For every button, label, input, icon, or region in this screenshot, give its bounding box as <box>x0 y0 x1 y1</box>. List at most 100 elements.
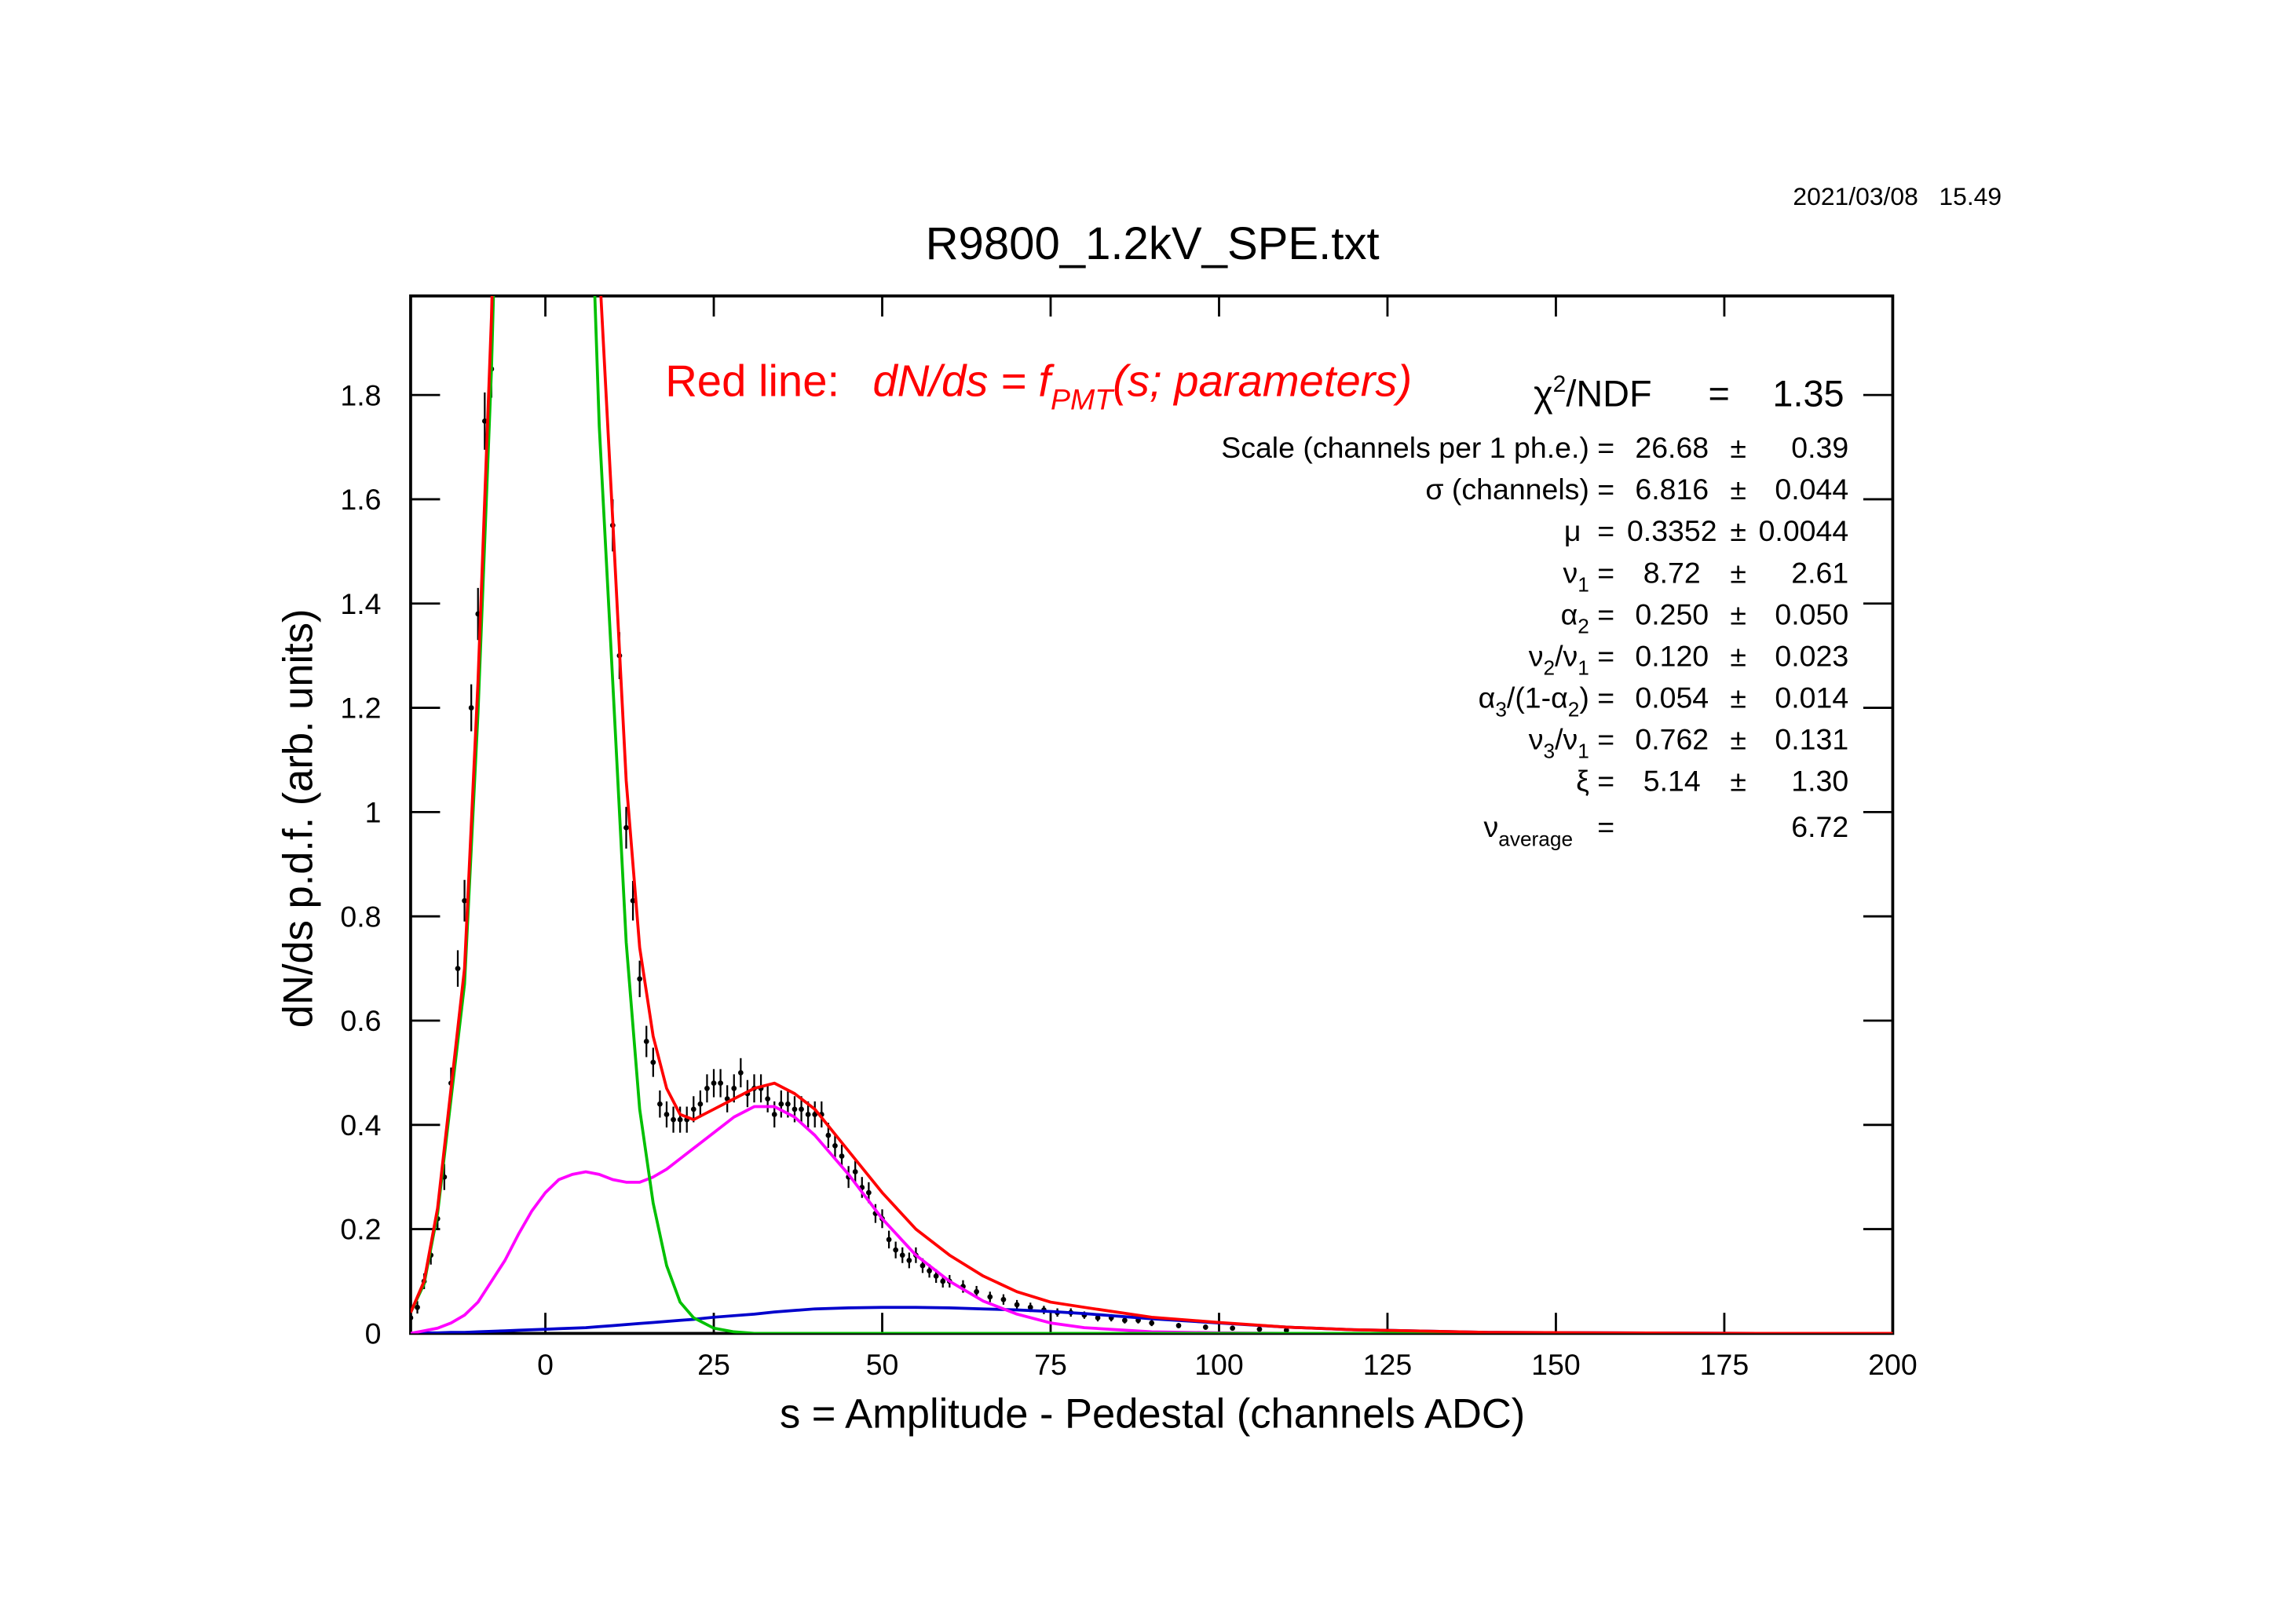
data-point <box>630 897 636 904</box>
fit-parameter-label-part: 2 <box>1578 615 1589 638</box>
data-point <box>852 1169 858 1174</box>
data-point <box>415 1304 420 1310</box>
data-point <box>1175 1323 1182 1328</box>
y-tick-label: 1 <box>365 795 382 828</box>
data-point <box>987 1294 993 1300</box>
fit-label-formula-part: PMT <box>1051 382 1115 415</box>
fit-label-formula-part: dN/ds = f <box>872 356 1055 405</box>
fit-parameter-label-part: = <box>1589 722 1614 755</box>
fit-parameter-label: νaverage = <box>1483 810 1614 850</box>
fit-parameter-label-part: average <box>1498 827 1573 850</box>
data-point <box>410 1315 414 1321</box>
data-point <box>785 1101 791 1107</box>
timestamp: 2021/03/08 15.49 <box>1793 182 2002 210</box>
x-tick-label: 75 <box>1034 1348 1067 1381</box>
data-point <box>664 1112 670 1117</box>
data-point <box>1027 1304 1033 1310</box>
fit-parameter-error: 0.050 <box>1775 597 1848 630</box>
fit-curve <box>410 295 1893 1334</box>
data-point <box>825 1132 832 1138</box>
fit-parameter-label-part: 2 <box>1544 656 1556 680</box>
fit-parameter-label: μ = <box>1564 514 1614 547</box>
data-point <box>974 1288 979 1295</box>
fit-parameter-label-part: σ (channels) = <box>1425 473 1614 506</box>
fit-parameter-label-part: ν <box>1529 639 1544 672</box>
data-point <box>462 897 467 904</box>
fit-parameter-label-part: 1 <box>1578 573 1589 597</box>
plus-minus: ± <box>1730 681 1746 714</box>
fit-parameter-error: 0.023 <box>1775 639 1848 672</box>
data-point <box>792 1106 798 1112</box>
chi2-equals: = <box>1709 374 1730 415</box>
fit-parameter-label: ν3/ν1 = <box>1529 722 1614 762</box>
chi2-label: χ2/NDF <box>1534 371 1652 415</box>
fit-parameter-label-part: /(1-α <box>1507 681 1568 714</box>
data-point <box>778 1101 784 1107</box>
y-tick-label: 0.8 <box>340 900 381 933</box>
data-point <box>455 966 461 971</box>
x-tick-label: 100 <box>1194 1348 1244 1381</box>
plus-minus: ± <box>1730 765 1746 798</box>
fit-parameter-error: 0.014 <box>1775 681 1848 714</box>
data-point <box>1095 1315 1101 1321</box>
fit-parameter-error: 2.61 <box>1791 556 1848 589</box>
data-point <box>865 1189 872 1196</box>
chi2-value: 1.35 <box>1772 374 1844 415</box>
fit-parameter-value: 5.14 <box>1643 765 1701 798</box>
fit-curve <box>410 295 1893 1334</box>
data-point <box>637 976 643 982</box>
fit-label-formula: dN/ds = fPMT(s; parameters) <box>872 356 1412 415</box>
chi2-label-part: 2 <box>1553 371 1567 397</box>
data-point <box>1283 1328 1289 1333</box>
x-tick-label: 0 <box>537 1348 554 1381</box>
y-tick-label: 1.8 <box>340 378 381 411</box>
fit-parameter-label-part: 1 <box>1578 740 1589 763</box>
fit-parameter-label-part: 3 <box>1495 698 1507 721</box>
fit-parameter-value: 0.762 <box>1635 722 1709 755</box>
data-point <box>1014 1302 1020 1308</box>
fit-parameter-value: 26.68 <box>1635 431 1709 464</box>
fit-parameter-label: σ (channels) = <box>1425 473 1614 506</box>
fit-parameter-label: Scale (channels per 1 ph.e.) = <box>1221 431 1614 464</box>
plus-minus: ± <box>1730 722 1746 755</box>
fit-parameter-value: 0.054 <box>1635 681 1709 714</box>
x-tick-label: 175 <box>1700 1348 1749 1381</box>
data-point <box>927 1268 932 1274</box>
fit-parameter-label-part: α <box>1561 597 1578 630</box>
fit-parameter-label-part: ξ = <box>1576 765 1614 798</box>
fit-parameter-label-part: ν <box>1529 722 1544 755</box>
data-point <box>805 1112 811 1117</box>
data-point <box>677 1116 683 1123</box>
x-tick-label: 200 <box>1868 1348 1918 1381</box>
data-point <box>657 1101 663 1107</box>
x-tick-label: 125 <box>1363 1348 1413 1381</box>
fit-parameter-label: α2 = <box>1561 597 1615 637</box>
fit-parameter-label-part: ν <box>1563 556 1578 589</box>
fit-parameter-error: 0.131 <box>1775 722 1848 755</box>
chi2-label-part: χ <box>1534 374 1553 415</box>
data-point <box>650 1059 656 1065</box>
fit-parameter-value: 0.120 <box>1635 639 1709 672</box>
data-point <box>893 1247 899 1253</box>
y-tick-label: 0.4 <box>340 1109 381 1142</box>
data-point <box>690 1106 696 1112</box>
fit-parameter-error: 0.0044 <box>1759 514 1849 547</box>
data-point <box>1149 1320 1155 1326</box>
fit-parameter-value: 6.816 <box>1635 473 1709 506</box>
fit-parameter-label-part: ) = <box>1579 681 1614 714</box>
fit-parameter-label-part: μ = <box>1564 514 1614 547</box>
fit-parameter-label-part: = <box>1589 639 1614 672</box>
data-point <box>623 824 629 831</box>
chi2-label-part: /NDF <box>1566 374 1651 415</box>
y-axis-label: dN/ds p.d.f. (arb. units) <box>275 609 321 1028</box>
data-point <box>832 1142 838 1149</box>
x-axis-label: s = Amplitude - Pedestal (channels ADC) <box>780 1390 1525 1437</box>
fit-parameter-label: ξ = <box>1576 765 1614 798</box>
fit-parameter-label-part: Scale (channels per 1 ph.e.) = <box>1221 431 1614 464</box>
fit-parameter-label: α3/(1-α2) = <box>1479 681 1615 721</box>
plus-minus: ± <box>1730 514 1746 547</box>
plus-minus: ± <box>1730 431 1746 464</box>
fit-parameter-error: 0.044 <box>1775 473 1848 506</box>
fit-parameter-label-part: /ν <box>1555 639 1578 672</box>
